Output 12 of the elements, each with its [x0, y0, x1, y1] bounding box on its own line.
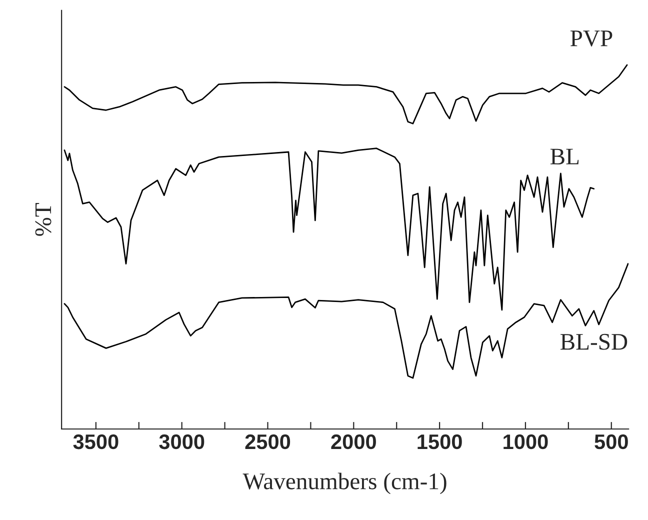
series-label: PVP: [570, 30, 612, 46]
y-axis-title: %T: [35, 203, 52, 236]
x-tick-label: 2500: [245, 434, 290, 450]
series-label: BL-SD: [560, 334, 628, 350]
x-tick-label: 1500: [418, 434, 462, 450]
series-label: BL: [550, 148, 579, 164]
x-axis-title: Wavenumbers (cm-1): [242, 472, 446, 494]
x-tick-label: 2000: [331, 434, 376, 450]
x-tick-label: 500: [594, 434, 628, 450]
x-tick-label: 3000: [159, 434, 204, 450]
x-tick-label: 1000: [504, 434, 548, 450]
x-tick-label: 3500: [73, 434, 118, 450]
